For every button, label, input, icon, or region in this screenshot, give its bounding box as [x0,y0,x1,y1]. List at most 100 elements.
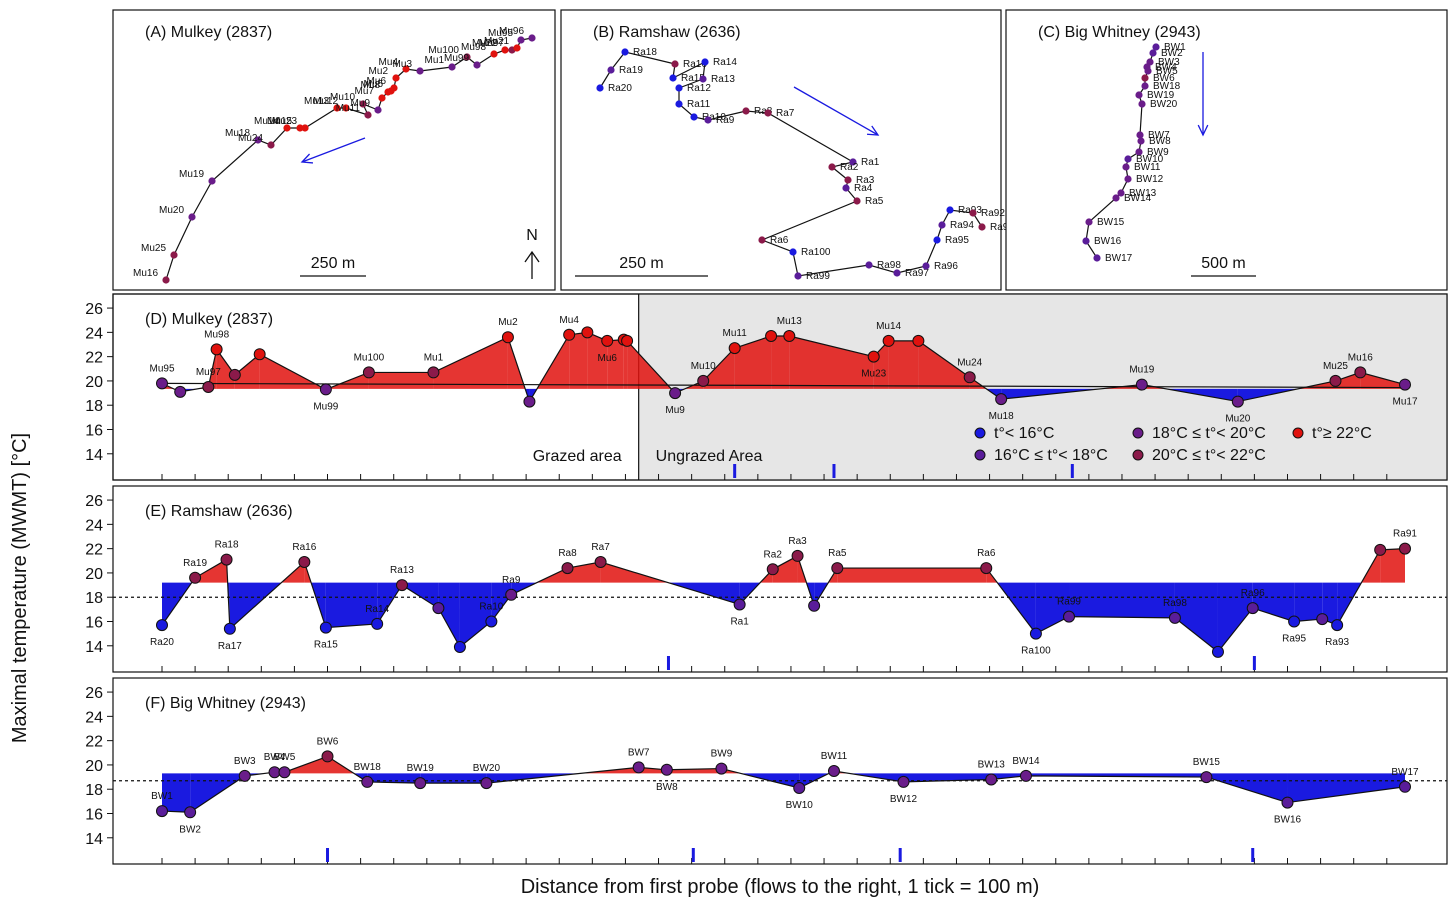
map-probe-point [671,60,679,68]
probe-point [184,806,197,819]
y-tick-label: 26 [85,685,103,702]
map-probe-label: Mu20 [159,205,184,216]
map-probe-label: Ra5 [865,196,884,207]
probe-point [480,777,493,790]
probe-label: Mu17 [1392,397,1417,408]
scale-label: 250 m [311,255,355,272]
map-probe-label: Mu13 [304,96,329,107]
warm-area [918,340,970,389]
map-probe-label: BW20 [1150,99,1178,110]
map-probe-point [1112,194,1120,202]
probe-point [427,366,440,379]
warm-area [368,372,434,389]
probe-point [1329,374,1342,387]
probe-label: Mu10 [691,361,716,372]
probe-point [523,395,536,408]
profile-line [161,548,1406,653]
marker-tick [326,848,330,862]
map-probe-label: BW8 [1149,136,1171,147]
warm-area [433,337,508,389]
probe-point [985,773,998,786]
map-probe-label: Mu19 [179,169,204,180]
y-tick-label: 24 [85,709,103,726]
probe-label: Ra3 [788,536,807,547]
map-probe-point [170,251,178,259]
map-probe-point [1141,82,1149,90]
probe-label: Ra96 [1241,588,1265,599]
map-probe-point [742,107,750,115]
profile-panel-1: Grazed area Ungrazed Area 14 16 18 20 22 24 26 Mu… [85,293,1448,481]
map-probe-label: BW6 [1153,73,1175,84]
probe-point [581,326,594,339]
map-probe-point [669,74,677,82]
y-tick-label: 22 [85,734,103,751]
probe-label: Mu99 [313,401,338,412]
profile-panel-2: 14 16 18 20 22 24 26 Ra20 Ra19 Ra18 Ra17 Ra16 Ra15 Ra… [85,485,1448,673]
probe-point [601,334,614,347]
probe-point [669,387,682,400]
map-probe-label: BW9 [1147,147,1169,158]
probe-point [298,556,311,568]
probe-point [156,805,168,818]
legend: t°< 16°C 16°C ≤ t°< 18°C 18°C ≤ t°< 20°C 20… [974,425,1372,464]
map-probe-label: BW3 [1158,57,1180,68]
probe-point [621,334,634,347]
map-probe-point [416,67,424,75]
probe-label: Ra14 [365,604,389,615]
map-probe-label: Ra100 [801,247,831,258]
map-title: (B) Ramshaw (2636) [593,24,741,41]
y-tick-label: 16 [85,807,103,824]
map-probe-label: Ra12 [687,83,711,94]
probe-label: Ra5 [828,548,847,559]
map-panel-1: (A) Mulkey (2837)Mu16Mu25Mu20Mu19Mu18Mu2… [112,9,556,291]
map-probe-label: BW10 [1136,154,1164,165]
probe-point [1168,611,1181,624]
legend-label: 18°C ≤ t°< 20°C [1152,425,1266,442]
y-tick-label: 14 [85,447,103,464]
warm-area [623,339,628,389]
cool-area [1294,582,1323,622]
map-probe-label: Mu14 [254,116,279,127]
map-probe-point [490,50,498,58]
probe-point [362,366,375,379]
map-probe-label: Ra20 [608,83,632,94]
probe-label: Ra95 [1282,634,1306,645]
map-probe-point [513,44,521,52]
probe-point [414,777,427,790]
probe-point [912,334,925,347]
map-probe-label: Ra98 [877,260,901,271]
probe-point [791,549,804,562]
map-probe-label: BW17 [1105,253,1133,264]
probe-label: Ra100 [1021,646,1051,657]
probe-label: Ra13 [390,565,414,576]
map-probe-label: Ra19 [619,65,643,76]
map-probe-label: Mu99 [444,53,469,64]
map-probe-label: Mu8 [361,80,381,91]
legend-swatch [1132,449,1144,461]
probe-point [1331,619,1344,632]
map-probe-label: Mu3 [393,59,413,70]
map-probe-label: BW15 [1097,217,1125,228]
probe-point [174,385,187,398]
y-tick-label: 26 [85,301,103,318]
north-arrow-head [524,250,540,263]
map-probe-point [1135,148,1143,156]
probe-point [319,621,332,634]
map-probe-point [675,100,683,108]
map-probe-point [448,63,456,71]
map-probe-label: Mu12 [313,96,338,107]
map-probe-point [364,111,372,119]
marker-tick [1251,848,1255,862]
map-probe-label: Mu97 [479,38,504,49]
probe-point [733,598,746,611]
warm-area [1360,372,1405,389]
map-probe-label: Mu5 [364,79,384,90]
probe-label: BW8 [656,782,678,793]
map-probe-point [849,158,857,166]
probe-label: BW4 [264,752,286,763]
map-probe-point [946,206,954,214]
map-probe-point [208,177,216,185]
map-probe-point [1138,100,1146,108]
probe-label: Ra15 [314,640,338,651]
warm-area [607,339,624,389]
